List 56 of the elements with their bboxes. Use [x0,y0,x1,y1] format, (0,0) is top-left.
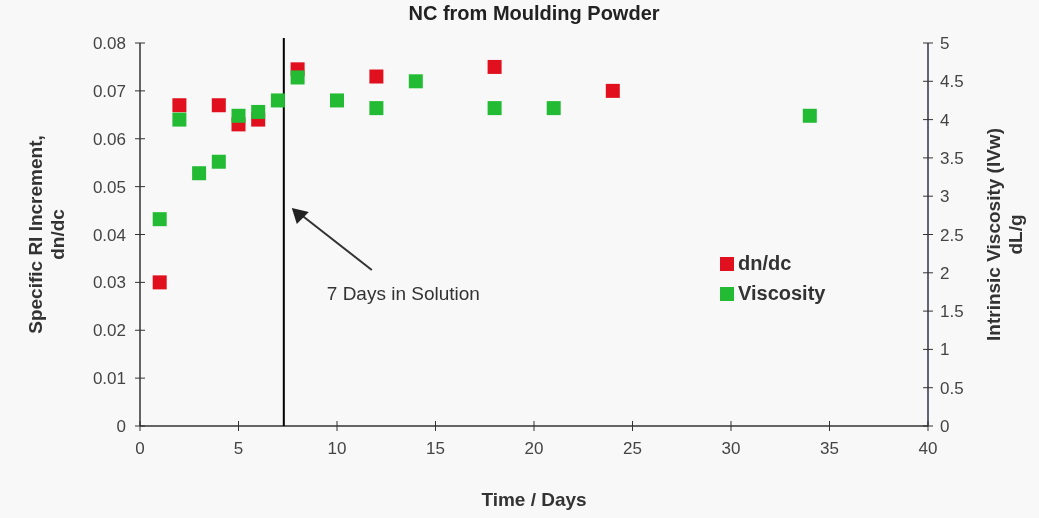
x-tick-label: 25 [623,439,642,458]
x-tick-label: 35 [820,439,839,458]
y2-tick-label: 4 [940,110,950,130]
y2-axis-title: Intrinsic Viscosity (IVw) dL/g [983,128,1026,341]
y2-tick-label: 5 [940,34,950,53]
point [152,212,167,227]
x-tick-label: 15 [426,439,445,458]
x-tick-label: 10 [327,439,347,458]
point [192,166,207,181]
x-tick-label: 40 [918,439,938,458]
legend-label: Viscosity [738,282,827,304]
point [330,93,344,108]
point [231,108,246,123]
point [172,112,187,127]
y-tick-label: 0.01 [92,369,126,389]
point [487,101,502,116]
y2-tick-label: 1 [940,340,950,360]
y-tick-label: 0.08 [92,34,126,53]
y-tick-label: 0.02 [92,321,126,341]
point [152,275,167,290]
point [546,101,561,116]
y-tick-label: 0.05 [92,177,126,197]
legend-label: dn/dc [738,252,792,274]
y2-tick-label: 2 [940,263,950,283]
point [369,101,384,116]
y2-tick-label: 1.5 [940,302,964,322]
y2-tick-label: 2.5 [940,225,964,245]
y2-tick-label: 4.5 [940,72,964,92]
point [251,104,266,119]
x-axis-title: Time / Days [481,489,587,510]
point [211,154,226,169]
x-tick-label: 30 [721,439,741,458]
y-axis-title: Specific RI Increment, dn/dc [25,135,68,334]
y-tick-label: 0.03 [92,273,126,293]
point [211,98,226,113]
point [605,83,620,98]
point [408,74,423,89]
x-tick-label: 5 [233,439,244,458]
y-tick-label: 0.07 [92,81,126,101]
point [487,59,502,74]
y-tick-label: 0.04 [92,225,126,245]
y-tick-label: 0 [116,417,126,436]
point [369,69,384,84]
annotation: 7 Days in Solution [326,283,480,304]
x-tick-label: 0 [135,439,145,458]
chart-title: NC from Moulding Powder [408,2,660,24]
x-tick-label: 20 [524,439,544,458]
y-tick-label: 0.06 [92,129,126,149]
y2-tick-label: 0 [940,417,950,436]
y2-tick-label: 3.5 [940,148,964,168]
y2-tick-label: 3 [940,187,950,207]
point [270,93,285,108]
point [172,98,187,113]
point [290,70,305,85]
point [802,108,817,123]
y2-tick-label: 0.5 [940,378,964,398]
